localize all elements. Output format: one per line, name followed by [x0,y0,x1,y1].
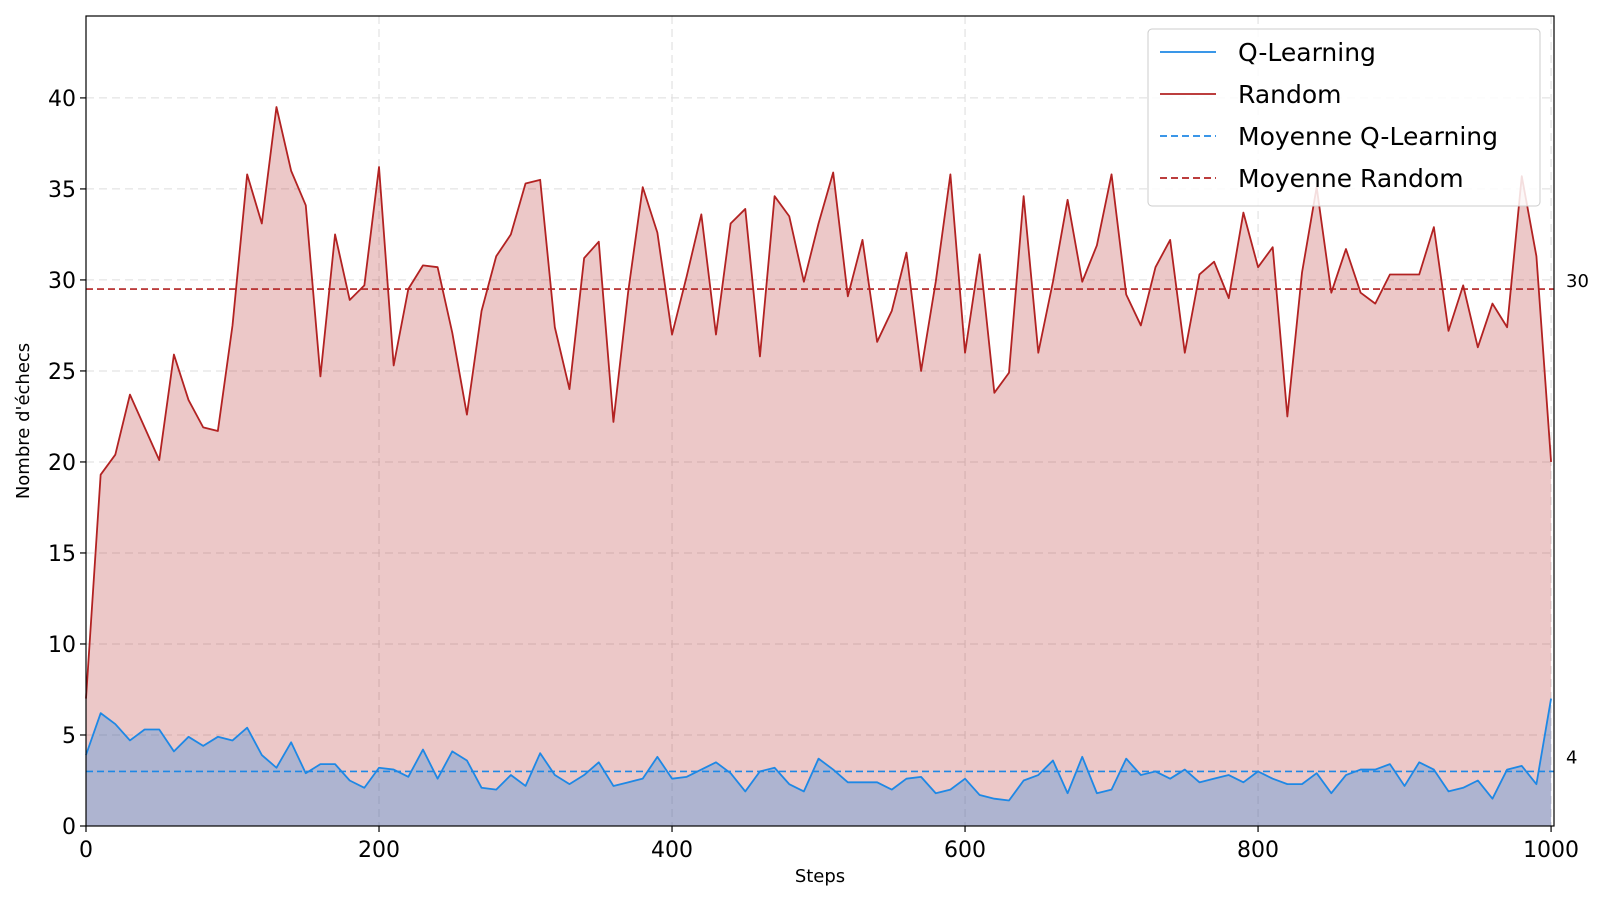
y-tick-label: 40 [48,87,76,112]
mean-value-labels: 4 30 [1566,271,1589,768]
mean-value-label-moyenne-q-learning: 4 [1566,747,1577,768]
legend-label-moyenne-random: Moyenne Random [1238,164,1464,193]
x-tick-label: 0 [79,838,93,863]
y-tick-label: 5 [62,724,76,749]
x-axis-label: Steps [795,866,845,887]
x-tick-label: 600 [944,838,986,863]
legend-label-q-learning: Q-Learning [1238,38,1376,67]
mean-lines [86,288,1554,773]
series-line-q-learning [85,698,1552,802]
axis-ticks: 0 200 400 600 800 1000 0 5 10 15 20 25 30 35 40 [48,87,1579,863]
x-tick-label: 800 [1237,838,1279,863]
legend-label-moyenne-q-learning: Moyenne Q-Learning [1238,122,1498,151]
area-fills [86,107,1552,827]
area-fill-random [86,107,1552,827]
y-tick-label: 30 [48,269,76,294]
legend-box [1147,28,1541,207]
area-fill-q-learning [86,698,1552,826]
y-tick-label: 20 [48,451,76,476]
y-tick-label: 10 [48,633,76,658]
legend-label-random: Random [1238,80,1342,109]
x-tick-label: 200 [358,838,400,863]
mean-value-label-moyenne-random: 30 [1566,271,1589,292]
plot-frame [85,15,1555,827]
x-tick-label: 400 [651,838,693,863]
y-tick-label: 25 [48,360,76,385]
x-tick-label: 1000 [1523,838,1579,863]
y-tick-label: 35 [48,178,76,203]
y-tick-label: 15 [48,542,76,567]
legend: Q-Learning Random Moyenne Q-Learning Moy… [1147,28,1541,207]
series-lines [85,106,1552,802]
y-axis-label: Nombre d'échecs [13,343,34,499]
series-line-random [85,106,1552,699]
y-tick-label: 0 [62,815,76,840]
